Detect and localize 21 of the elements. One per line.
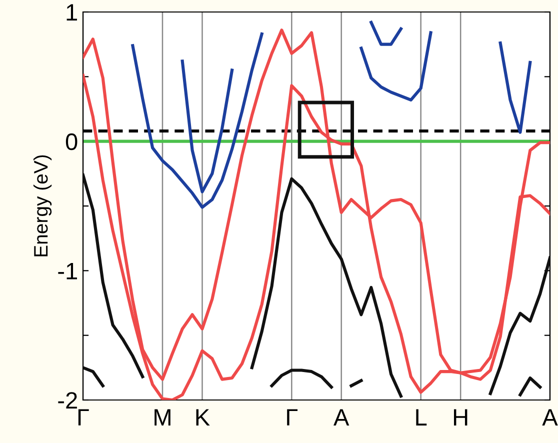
line-series bbox=[131, 32, 264, 209]
y-tick-label: 1 bbox=[66, 4, 77, 21]
x-tick-label: L bbox=[416, 409, 427, 426]
x-tick-label: A bbox=[334, 409, 350, 426]
line-series bbox=[360, 31, 432, 102]
line-series bbox=[250, 177, 402, 398]
line-series bbox=[270, 368, 333, 389]
x-tick-label: H bbox=[454, 409, 468, 426]
y-tick-label: -1 bbox=[58, 262, 77, 280]
line-series bbox=[180, 60, 234, 194]
x-tick-label: K bbox=[196, 409, 210, 426]
line-series bbox=[488, 256, 550, 396]
y-axis-title: Energy (eV) bbox=[33, 155, 52, 256]
x-tick-label: Γ bbox=[78, 409, 89, 426]
line-series bbox=[498, 42, 532, 134]
x-tick-label: M bbox=[154, 409, 170, 426]
x-tick-label: Γ bbox=[287, 409, 298, 426]
x-tick-label: A bbox=[542, 409, 558, 426]
y-tick-label: -2 bbox=[58, 392, 77, 409]
y-tick-label: 0 bbox=[66, 133, 78, 150]
line-series bbox=[83, 173, 144, 378]
